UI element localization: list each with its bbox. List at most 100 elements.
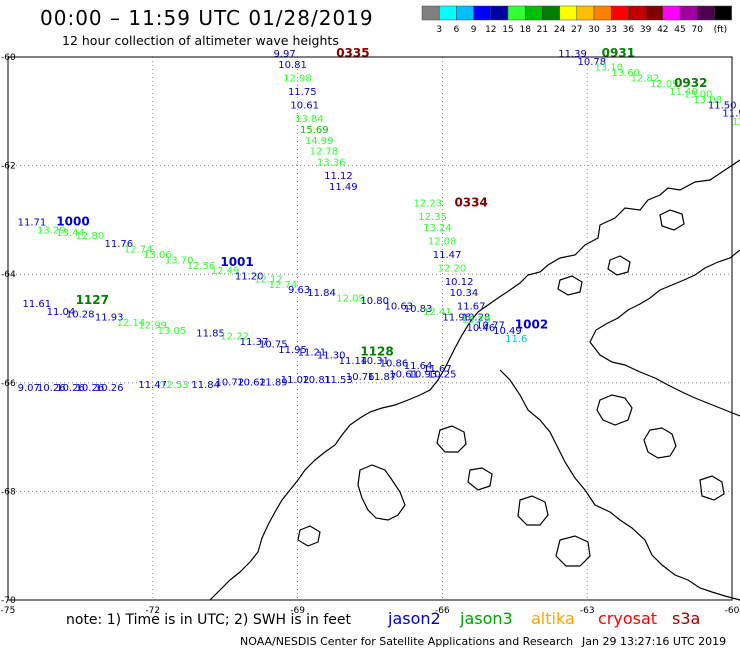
lon-tick-label: -63 [580, 606, 595, 616]
satellite-jason3: jason3 [460, 609, 513, 628]
coastline [499, 369, 740, 601]
wave-height-value: 12.23 [413, 198, 442, 209]
wave-height-value: 11.47 [138, 380, 167, 391]
wave-height-value: 12.74 [124, 244, 153, 255]
wave-height-value: 12.53 [160, 380, 189, 391]
wave-height-value: 13.08 [693, 95, 722, 106]
legend-label: 33 [605, 25, 616, 35]
wave-height-value: 9.97 [273, 49, 295, 60]
footer-note: note: 1) Time is in UTC; 2) SWH is in fe… [66, 612, 352, 628]
wave-height-value: 10.25 [428, 369, 457, 380]
legend-label: (ft) [714, 25, 728, 35]
coastline [643, 427, 677, 459]
wave-height-value: 13.06 [143, 250, 172, 261]
wave-height-value: 12.82 [631, 73, 660, 84]
wave-height-value: 12.08 [428, 236, 457, 247]
lon-tick-label: -72 [145, 606, 160, 616]
chart-title: 00:00 – 11:59 UTC 01/28/2019 [40, 6, 374, 30]
wave-height-value: 10.46 [467, 323, 496, 334]
pass-time-label: 1002 [515, 318, 548, 332]
wave-height-value: 12.09 [336, 293, 365, 304]
legend-label: 42 [657, 25, 668, 35]
wave-height-value: 12.12 [254, 274, 283, 285]
wave-height-value: 11.40 [669, 87, 698, 98]
wave-height-value: 11.75 [288, 87, 317, 98]
altimeter-track: 11.7113.2913.4412.8011.7612.7413.0613.70… [18, 214, 216, 271]
wave-height-value: 13.10 [594, 63, 623, 74]
pass-time-label: 0931 [602, 46, 635, 60]
wave-height-value: 12.14 [117, 318, 146, 329]
wave-height-value: 11.12 [324, 171, 353, 182]
wave-height-value: 10.62 [237, 378, 266, 389]
legend-label: 9 [471, 25, 477, 35]
wave-height-value: 11.37 [240, 337, 269, 348]
wave-height-value: 10.31 [360, 356, 389, 367]
wave-height-value: 10.61 [389, 369, 418, 380]
wave-height-value: 13.36 [317, 158, 346, 169]
wave-height-value: 10.26 [76, 383, 105, 394]
wave-height-value: 11.14 [339, 356, 368, 367]
wave-height-value: 11.02 [281, 375, 310, 386]
wave-height-value: 11.93 [95, 312, 124, 323]
wave-height-value: 12.78 [310, 147, 339, 158]
wave-height-value: 15.78 [462, 315, 491, 326]
pass-time-label: 0932 [674, 76, 707, 90]
wave-height-value: 11.67 [423, 364, 452, 375]
credit-line: NOAA/NESDIS Center for Satellite Applica… [240, 635, 574, 648]
wave-height-value: 10.26 [56, 383, 85, 394]
wave-height-value: 13.44 [56, 228, 85, 239]
wave-height-value: 10.81 [302, 375, 331, 386]
wave-height-value: 12.99 [138, 321, 167, 332]
coastline [596, 394, 633, 426]
wave-height-value: 10.83 [404, 304, 433, 315]
satellite-s3a: s3a [672, 609, 701, 628]
wave-height-value: 10.26 [95, 383, 124, 394]
wave-height-value: 10.28 [66, 310, 95, 321]
wave-height-value: 10.76 [346, 372, 375, 383]
wave-height-value: 11.95 [278, 345, 307, 356]
wave-height-value: 10.28 [462, 312, 491, 323]
wave-height-value: 11.76 [105, 239, 134, 250]
wave-height-value: 11.49 [329, 182, 358, 193]
coastline [659, 209, 685, 231]
coastline [209, 159, 740, 601]
wave-height-value: 12.74 [269, 280, 298, 291]
wave-height-value: 13.24 [423, 223, 452, 234]
wave-height-value: 12.20 [438, 263, 467, 274]
wave-height-value: 13.05 [158, 326, 187, 337]
wave-height-value: 12.09 [650, 79, 679, 90]
map-frame [7, 56, 733, 601]
pass-time-label: 1001 [220, 255, 253, 269]
wave-height-value: 12. [732, 117, 740, 128]
wave-height-value: 12.49 [211, 266, 240, 277]
lon-tick-label: -69 [290, 606, 305, 616]
lon-tick-label: -66 [435, 606, 450, 616]
legend-label: 70 [691, 25, 703, 35]
pass-time-label: 1128 [360, 345, 393, 359]
wave-height-value: 11.04 [47, 307, 76, 318]
wave-height-value: 11.64 [404, 361, 433, 372]
wave-height-value: 11.85 [196, 329, 225, 340]
legend-label: 18 [519, 25, 531, 35]
wave-height-value: 13.00 [684, 90, 713, 101]
legend-label: 12 [485, 25, 496, 35]
wave-height-value: 11.61 [22, 299, 51, 310]
wave-height-value: 13.84 [295, 114, 324, 125]
legend-label: 27 [571, 25, 582, 35]
wave-height-value: 11.84 [191, 380, 220, 391]
coastline [436, 425, 467, 453]
wave-height-value: 12.56 [187, 261, 216, 272]
wave-height-value: 9.63 [288, 285, 310, 296]
wave-height-value: 15.69 [300, 125, 329, 136]
wave-height-value: 11.87 [368, 372, 397, 383]
coastline [607, 255, 631, 276]
wave-height-value: 12.22 [220, 331, 249, 342]
wave-height-value: 12.41 [423, 307, 452, 318]
wave-height-value: 11.89 [259, 378, 288, 389]
wave-height-value: 10.72 [216, 378, 245, 389]
